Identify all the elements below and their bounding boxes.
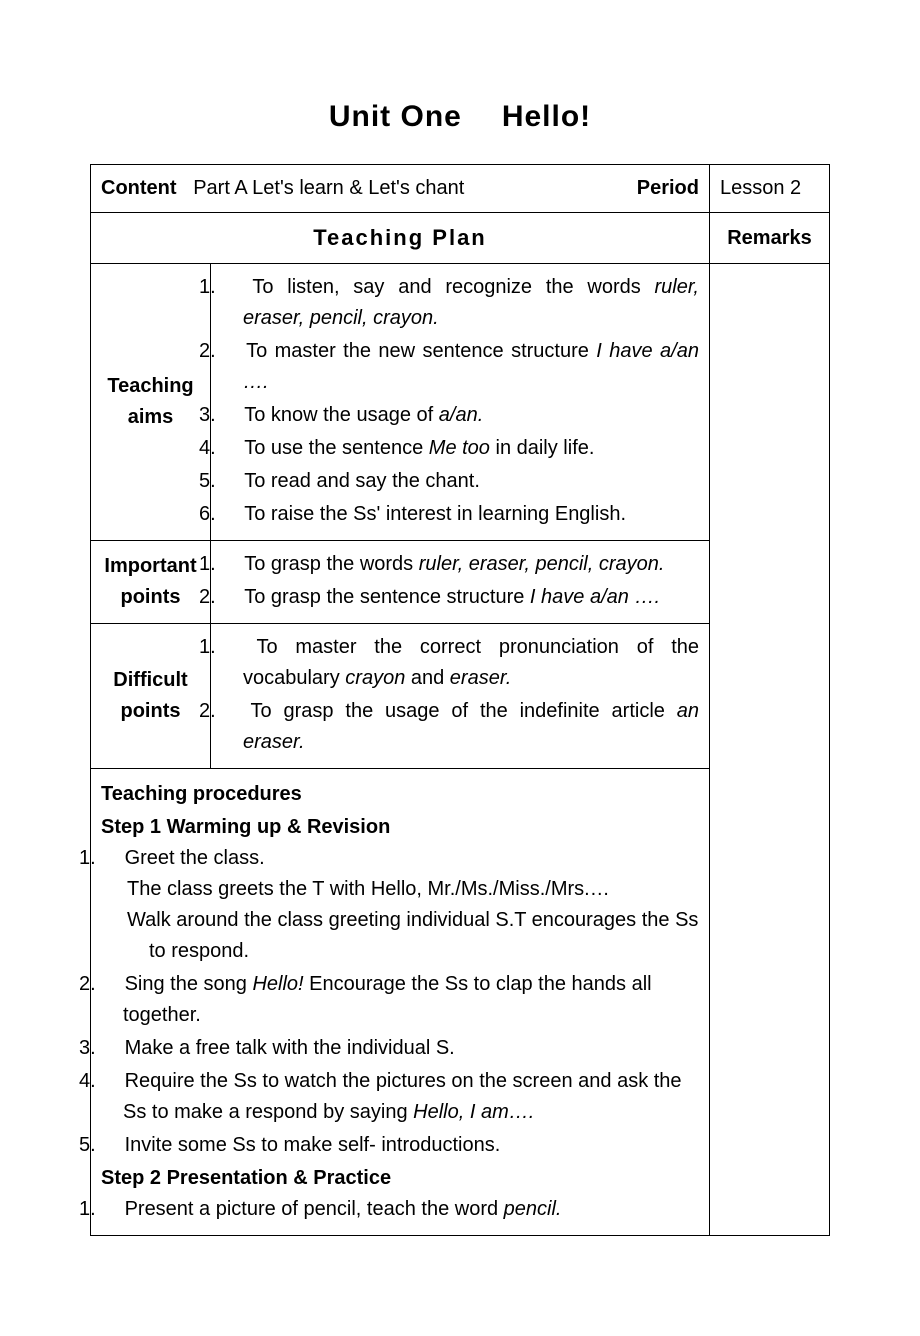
important-label: Important points [91,541,211,624]
list-item: 2. Sing the song Hello! Encourage the Ss… [101,969,699,1031]
important-list: 1. To grasp the words ruler, eraser, pen… [221,549,699,613]
list-item: 2. To master the new sentence structure … [221,336,699,398]
step1-heading: Step 1 Warming up & Revision [101,812,699,843]
step2-heading: Step 2 Presentation & Practice [101,1163,699,1194]
plan-table: Content Part A Let's learn & Let's chant… [90,164,830,1236]
plan-heading-cell: Teaching Plan [91,213,710,264]
list-item: 1. To master the correct pronunciation o… [221,632,699,694]
difficult-label: Difficult points [91,624,211,769]
list-item: 1. Present a picture of pencil, teach th… [101,1194,699,1225]
procedures-cell: Teaching procedures Step 1 Warming up & … [91,769,710,1236]
list-item: 4. To use the sentence Me too in daily l… [221,433,699,464]
list-item: 4. Require the Ss to watch the pictures … [101,1066,699,1128]
important-body: 1. To grasp the words ruler, eraser, pen… [211,541,710,624]
list-item: 3. Make a free talk with the individual … [101,1033,699,1064]
header-content-cell: Content Part A Let's learn & Let's chant… [91,165,710,213]
content-value: Part A Let's learn & Let's chant [193,177,464,199]
title-right: Hello! [502,100,591,133]
list-item: 2. To grasp the usage of the indefinite … [221,696,699,758]
list-item: 2. To grasp the sentence structure I hav… [221,582,699,613]
list-item: 5. Invite some Ss to make self- introduc… [101,1130,699,1161]
aims-body: 1. To listen, say and recognize the word… [211,264,710,541]
plan-heading: Teaching Plan [313,225,487,250]
difficult-body: 1. To master the correct pronunciation o… [211,624,710,769]
plan-heading-row: Teaching Plan Remarks [91,213,830,264]
procedures-heading: Teaching procedures [101,779,699,810]
step1-list: 1. Greet the class. The class greets the… [101,843,699,1161]
remarks-label: Remarks [727,227,812,249]
aims-label: Teaching aims [91,264,211,541]
list-item: 1. To grasp the words ruler, eraser, pen… [221,549,699,580]
list-item: 6. To raise the Ss' interest in learning… [221,499,699,530]
page-title: Unit One Hello! [90,100,830,134]
remarks-label-cell: Remarks [710,213,830,264]
remarks-body-cell [710,264,830,1236]
aims-list: 1. To listen, say and recognize the word… [221,272,699,530]
step2-list: 1. Present a picture of pencil, teach th… [101,1194,699,1225]
page: Unit One Hello! Content Part A Let's lear… [0,0,920,1336]
period-value: Lesson 2 [720,177,801,199]
list-item: 3. To know the usage of a/an. [221,400,699,431]
header-row: Content Part A Let's learn & Let's chant… [91,165,830,213]
list-item: 1. To listen, say and recognize the word… [221,272,699,334]
difficult-list: 1. To master the correct pronunciation o… [221,632,699,758]
list-item: 5. To read and say the chant. [221,466,699,497]
list-item: 1. Greet the class. The class greets the… [101,843,699,967]
aims-row: Teaching aims 1. To listen, say and reco… [91,264,830,541]
period-value-cell: Lesson 2 [710,165,830,213]
title-left: Unit One [329,100,462,133]
content-label: Content [101,177,177,199]
period-label: Period [637,177,699,199]
